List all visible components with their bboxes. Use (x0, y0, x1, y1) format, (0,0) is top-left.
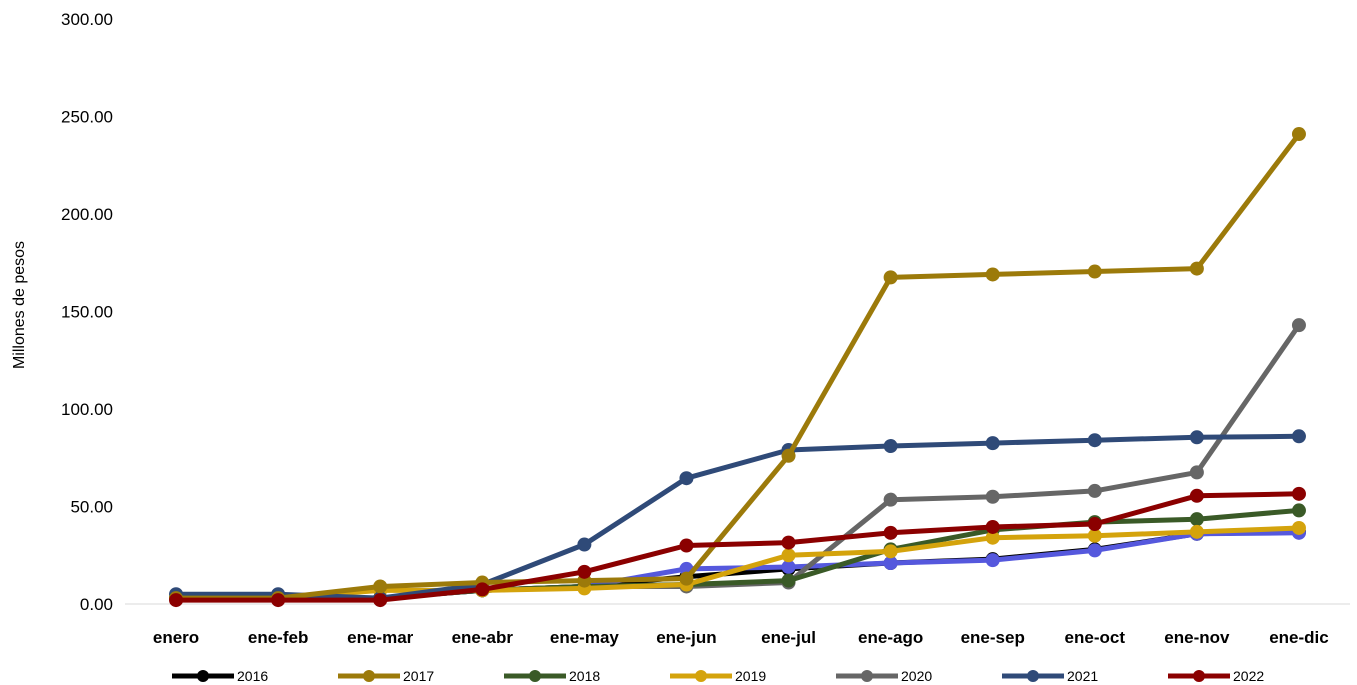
legend-swatch-marker (695, 670, 707, 682)
legend-swatch-marker (529, 670, 541, 682)
legend-label: 2020 (901, 668, 932, 684)
legend-swatch-marker (1027, 670, 1039, 682)
data-point-2022 (271, 593, 286, 608)
x-axis-ticks: enero ene-feb ene-mar ene-abr ene-may ene-jun… (153, 628, 1329, 647)
data-point-overlay (883, 556, 898, 571)
legend-label: 2017 (403, 668, 434, 684)
data-point-2022 (577, 564, 592, 579)
legend-swatch-marker (861, 670, 873, 682)
data-point-2022 (883, 525, 898, 540)
data-point-2022 (781, 535, 796, 550)
data-point-2021 (1189, 430, 1204, 445)
data-point-2019 (1087, 528, 1102, 543)
legend-item-2022: 2022 (1168, 668, 1264, 684)
data-point-2021 (883, 439, 898, 454)
series-2021 (169, 429, 1306, 606)
x-tick-label: ene-oct (1065, 628, 1126, 647)
data-point-2022 (1087, 517, 1102, 532)
series-2022 (169, 486, 1306, 608)
data-point-2017 (883, 270, 898, 285)
data-point-2021 (985, 436, 1000, 451)
data-point-2017 (679, 571, 694, 586)
data-point-2018 (1189, 512, 1204, 527)
y-tick-label: 0.00 (80, 595, 113, 614)
y-tick-label: 100.00 (61, 400, 113, 419)
legend-item-2018: 2018 (504, 668, 600, 684)
y-axis-ticks: 0.00 50.00 100.00 150.00 200.00 250.00 300.00 (61, 10, 113, 614)
y-tick-label: 50.00 (70, 498, 113, 517)
legend-label: 2019 (735, 668, 766, 684)
series-layer (169, 127, 1306, 608)
data-point-2019 (883, 544, 898, 559)
data-point-2022 (169, 593, 184, 608)
data-point-2017 (781, 448, 796, 463)
x-tick-label: ene-nov (1164, 628, 1230, 647)
data-point-2019 (985, 530, 1000, 545)
data-point-2020 (1189, 465, 1204, 480)
data-point-2020 (883, 492, 898, 507)
y-axis-label: Millones de pesos (11, 241, 28, 369)
x-tick-label: enero (153, 628, 199, 647)
data-point-2020 (1291, 318, 1306, 333)
y-tick-label: 150.00 (61, 303, 113, 322)
legend-label: 2016 (237, 668, 268, 684)
data-point-2018 (781, 573, 796, 588)
legend-item-2016: 2016 (172, 668, 268, 684)
data-point-2017 (1189, 261, 1204, 276)
x-tick-label: ene-sep (961, 628, 1025, 647)
x-tick-label: ene-abr (452, 628, 514, 647)
x-tick-label: ene-jul (761, 628, 816, 647)
data-point-overlay (781, 559, 796, 574)
data-point-overlay (1087, 543, 1102, 558)
y-tick-label: 300.00 (61, 10, 113, 29)
data-point-2022 (985, 519, 1000, 534)
legend: 2016 2017 2018 2019 2020 2021 2022 (172, 668, 1264, 684)
legend-item-2019: 2019 (670, 668, 766, 684)
data-point-2017 (373, 579, 388, 594)
y-tick-label: 200.00 (61, 205, 113, 224)
legend-swatch-marker (197, 670, 209, 682)
legend-item-2017: 2017 (338, 668, 434, 684)
legend-label: 2022 (1233, 668, 1264, 684)
data-point-2021 (1291, 429, 1306, 444)
legend-swatch-marker (363, 670, 375, 682)
data-point-2020 (1087, 483, 1102, 498)
data-point-2021 (577, 537, 592, 552)
legend-swatch-marker (1193, 670, 1205, 682)
data-point-2021 (1087, 433, 1102, 448)
series-line-2022 (173, 491, 1302, 603)
data-point-2017 (1087, 264, 1102, 279)
x-tick-label: ene-dic (1269, 628, 1329, 647)
data-point-2022 (679, 538, 694, 553)
series-line-2017 (173, 131, 1302, 601)
legend-item-2020: 2020 (836, 668, 932, 684)
data-point-2022 (1291, 486, 1306, 501)
legend-label: 2018 (569, 668, 600, 684)
x-tick-label: ene-feb (248, 628, 308, 647)
series-line-2019 (173, 525, 1302, 601)
x-tick-label: ene-ago (858, 628, 923, 647)
series-2017 (169, 127, 1306, 606)
x-tick-label: ene-jun (656, 628, 716, 647)
series-line-2021 (173, 433, 1302, 601)
y-tick-label: 250.00 (61, 108, 113, 127)
data-point-2017 (1291, 127, 1306, 142)
data-point-2019 (1291, 520, 1306, 535)
data-point-2022 (1189, 488, 1204, 503)
data-point-2020 (985, 489, 1000, 504)
series-line-2018 (173, 507, 1302, 601)
data-point-2021 (679, 471, 694, 486)
x-tick-label: ene-mar (347, 628, 414, 647)
data-point-2017 (985, 267, 1000, 282)
data-point-2019 (1189, 524, 1204, 539)
x-tick-label: ene-may (550, 628, 620, 647)
legend-item-2021: 2021 (1002, 668, 1098, 684)
data-point-overlay (985, 553, 1000, 568)
data-point-2022 (475, 582, 490, 597)
legend-label: 2021 (1067, 668, 1098, 684)
data-point-2022 (373, 593, 388, 608)
data-point-2018 (1291, 503, 1306, 518)
data-point-2019 (781, 548, 796, 563)
